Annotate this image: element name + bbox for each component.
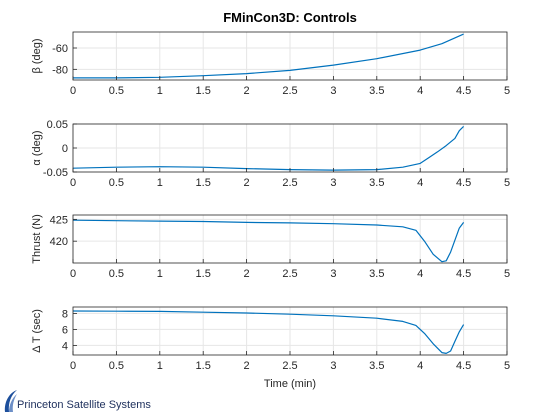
x-tick-label: 3.5 — [369, 360, 384, 372]
series-line — [73, 33, 464, 79]
y-axis-label: Thrust (N) — [31, 214, 43, 264]
x-tick-label: 4.5 — [456, 360, 471, 372]
x-tick-label: 3 — [330, 85, 336, 97]
x-axis-label: Time (min) — [264, 378, 316, 390]
x-tick-label: 1 — [157, 177, 163, 189]
x-tick-label: 2 — [244, 85, 250, 97]
x-tick-label: 5 — [504, 268, 510, 280]
x-tick-label: 4 — [417, 268, 423, 280]
y-tick-label: -0.05 — [43, 167, 68, 179]
x-tick-label: 1 — [157, 268, 163, 280]
y-tick-label: 4 — [62, 340, 68, 352]
x-tick-label: 3 — [330, 177, 336, 189]
x-tick-label: 5 — [504, 85, 510, 97]
x-tick-label: 2 — [244, 177, 250, 189]
x-tick-label: 4 — [417, 360, 423, 372]
x-tick-label: 0 — [70, 360, 76, 372]
x-tick-label: 2.5 — [282, 85, 297, 97]
series-line — [72, 310, 465, 354]
x-tick-label: 4.5 — [456, 177, 471, 189]
x-tick-label: 1 — [157, 85, 163, 97]
y-tick-label: 6 — [62, 324, 68, 336]
y-tick-label: 8 — [62, 308, 68, 320]
series-line — [72, 219, 465, 263]
x-tick-label: 0.5 — [109, 177, 124, 189]
x-tick-label: 0 — [70, 177, 76, 189]
x-tick-label: 3 — [330, 268, 336, 280]
subplot-3: 0 0.5 1 1.5 2 2.5 3 3.5 4 4.5 5 420 425 Thrust (N) — [31, 214, 510, 280]
subplot-1: 0 0.5 1 1.5 2 2.5 3 3.5 4 4.5 5 -80 -60 β (deg) — [31, 31, 510, 97]
x-tick-label: 3.5 — [369, 85, 384, 97]
x-tick-label: 5 — [504, 360, 510, 372]
x-tick-label: 1 — [157, 360, 163, 372]
x-tick-label: 0.5 — [109, 85, 124, 97]
subplot-panels: 0 0.5 1 1.5 2 2.5 3 3.5 4 4.5 5 -80 -60 β (deg) 0 0.5 1 1… — [31, 31, 510, 372]
x-tick-label: 2.5 — [282, 268, 297, 280]
y-axis-label: β (deg) — [31, 38, 43, 73]
y-tick-label: 420 — [50, 236, 68, 248]
y-tick-label: -60 — [52, 43, 68, 55]
x-tick-label: 4.5 — [456, 268, 471, 280]
princeton-logo-icon — [4, 390, 17, 412]
y-tick-label: 0 — [62, 143, 68, 155]
x-tick-label: 3.5 — [369, 268, 384, 280]
y-axis-label: Δ T (sec) — [31, 309, 43, 353]
x-tick-label: 0.5 — [109, 360, 124, 372]
y-tick-label: 425 — [50, 214, 68, 226]
x-tick-label: 2 — [244, 360, 250, 372]
x-tick-label: 2 — [244, 268, 250, 280]
x-tick-label: 1.5 — [196, 268, 211, 280]
logo-text: Princeton Satellite Systems — [17, 399, 151, 411]
x-tick-label: 5 — [504, 177, 510, 189]
x-tick-label: 0 — [70, 268, 76, 280]
series-line — [72, 125, 465, 171]
figure-title: FMinCon3D: Controls — [223, 10, 357, 25]
x-tick-label: 2.5 — [282, 177, 297, 189]
x-tick-label: 4.5 — [456, 85, 471, 97]
x-tick-label: 3 — [330, 360, 336, 372]
x-tick-label: 1.5 — [196, 85, 211, 97]
x-tick-label: 1.5 — [196, 360, 211, 372]
x-tick-label: 0 — [70, 85, 76, 97]
x-tick-label: 2.5 — [282, 360, 297, 372]
x-tick-label: 4 — [417, 177, 423, 189]
subplot-4: 0 0.5 1 1.5 2 2.5 3 3.5 4 4.5 5 4 6 8 Δ T (sec) — [31, 306, 510, 372]
y-tick-label: 0.05 — [47, 119, 68, 131]
y-axis-label: α (deg) — [31, 130, 43, 165]
x-tick-label: 0.5 — [109, 268, 124, 280]
y-tick-label: -80 — [52, 64, 68, 76]
x-tick-label: 4 — [417, 85, 423, 97]
x-tick-label: 1.5 — [196, 177, 211, 189]
x-tick-label: 3.5 — [369, 177, 384, 189]
